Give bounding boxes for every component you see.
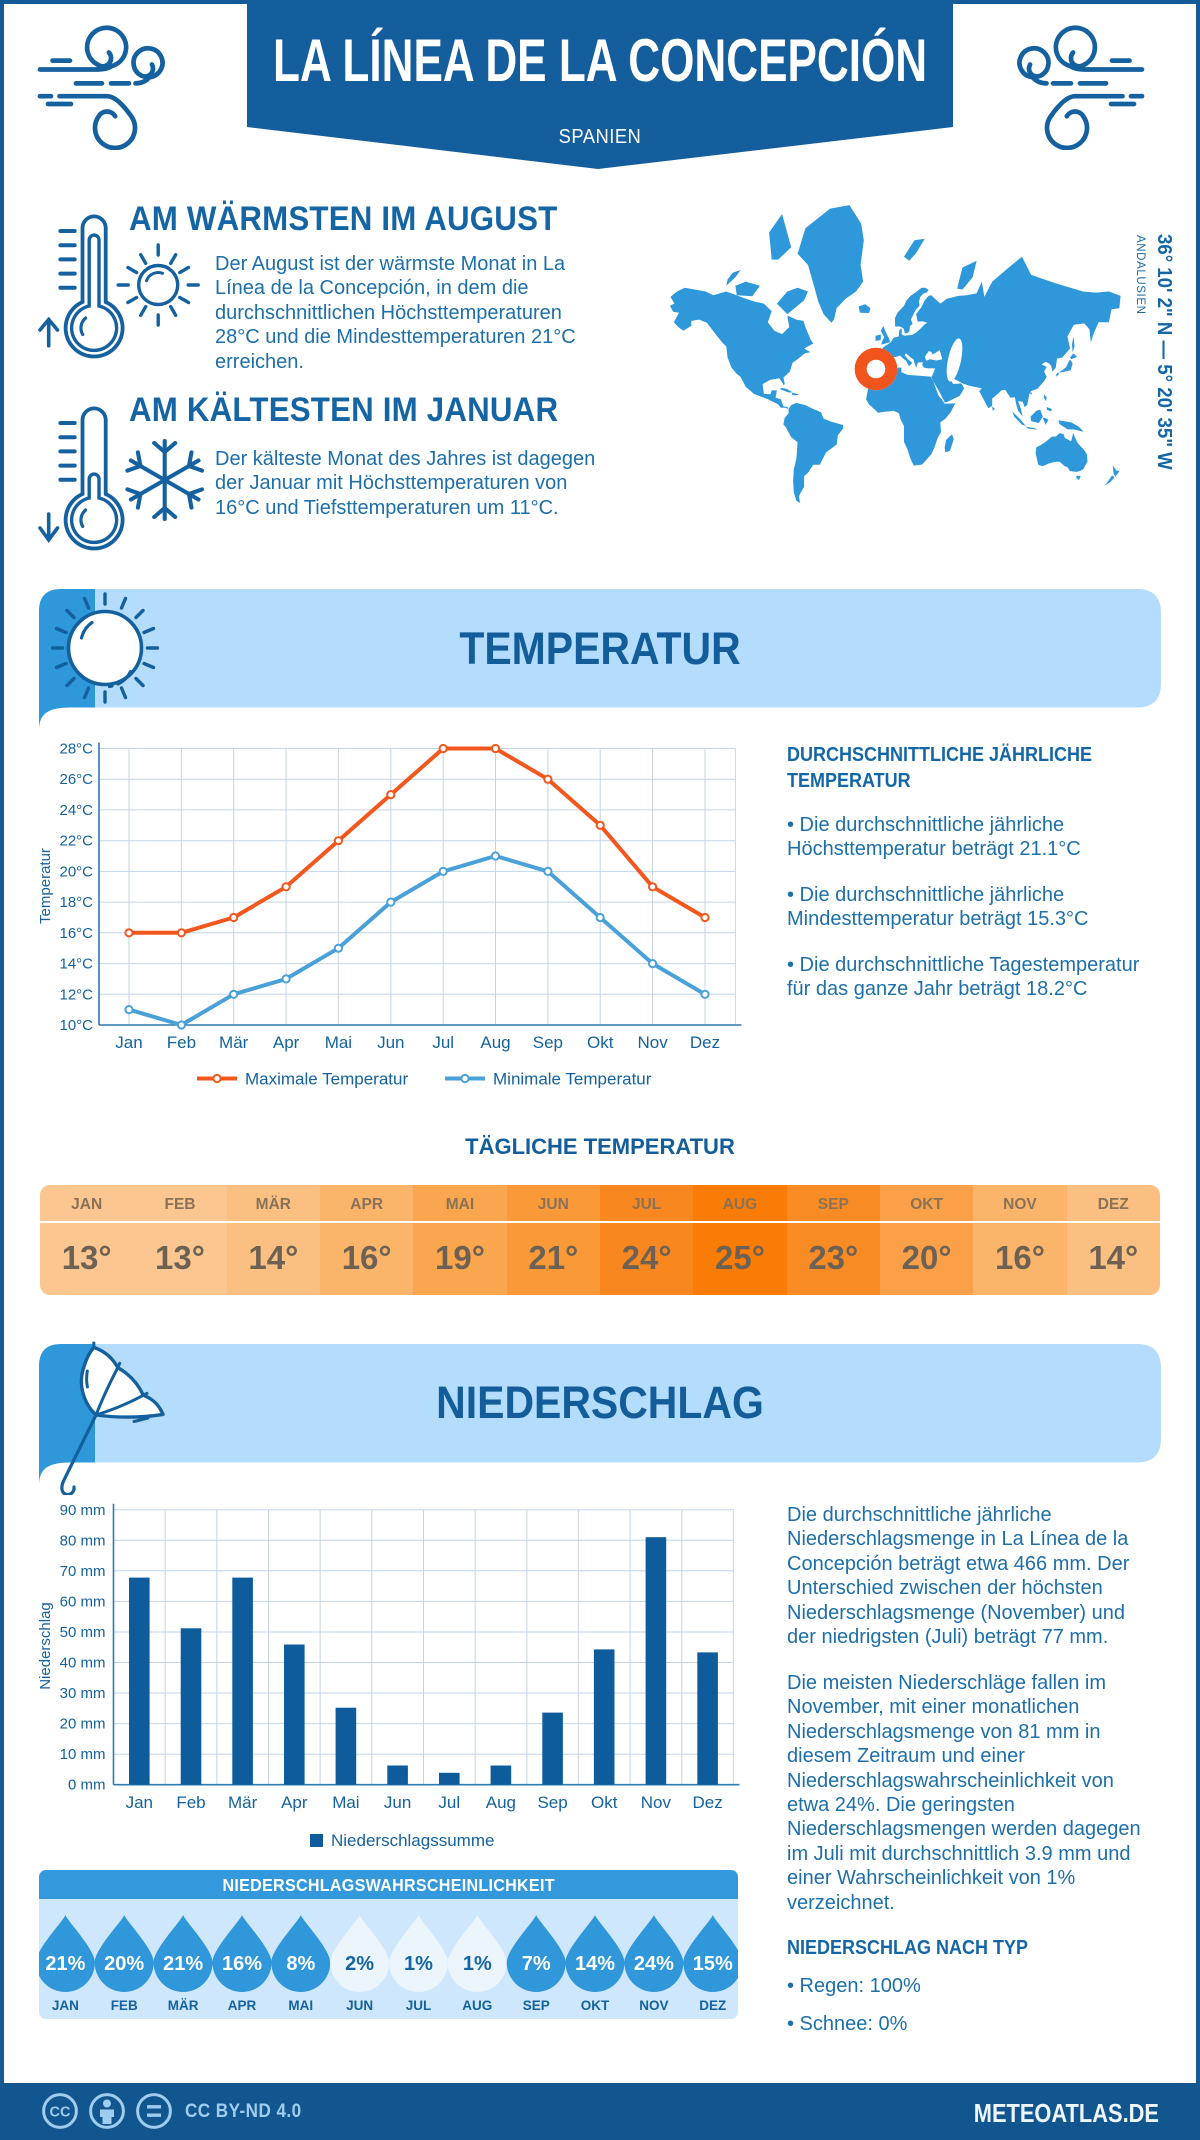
svg-text:16°C: 16°C <box>59 925 93 942</box>
svg-text:Nov: Nov <box>641 1793 672 1812</box>
svg-text:Minimale Temperatur: Minimale Temperatur <box>493 1070 652 1089</box>
svg-text:Jun: Jun <box>377 1033 404 1052</box>
svg-text:SEP: SEP <box>523 1998 550 2013</box>
svg-text:Mär: Mär <box>228 1793 258 1812</box>
svg-text:Jan: Jan <box>115 1033 142 1052</box>
svg-text:AUG: AUG <box>462 1998 492 2013</box>
svg-text:21%: 21% <box>45 1953 85 1975</box>
svg-text:28°C: 28°C <box>59 741 93 758</box>
svg-text:MÄR: MÄR <box>168 1998 199 2013</box>
svg-text:10°C: 10°C <box>59 1017 93 1034</box>
svg-text:FEB: FEB <box>111 1998 138 2013</box>
svg-text:Dez: Dez <box>690 1033 720 1052</box>
svg-text:1%: 1% <box>404 1953 433 1975</box>
svg-text:Feb: Feb <box>176 1793 205 1812</box>
svg-text:20°C: 20°C <box>59 863 93 880</box>
svg-text:Jul: Jul <box>432 1033 454 1052</box>
svg-text:18°C: 18°C <box>59 894 93 911</box>
svg-text:Niederschlag: Niederschlag <box>37 1602 54 1690</box>
svg-text:14°C: 14°C <box>59 956 93 973</box>
svg-text:Okt: Okt <box>587 1033 614 1052</box>
svg-text:8%: 8% <box>286 1953 315 1975</box>
svg-text:Apr: Apr <box>281 1793 308 1812</box>
svg-text:20 mm: 20 mm <box>60 1716 106 1733</box>
svg-text:Sep: Sep <box>533 1033 563 1052</box>
svg-text:Maximale Temperatur: Maximale Temperatur <box>245 1070 408 1089</box>
svg-text:APR: APR <box>228 1998 257 2013</box>
svg-text:70 mm: 70 mm <box>60 1563 106 1580</box>
svg-text:60 mm: 60 mm <box>60 1593 106 1610</box>
svg-text:JAN: JAN <box>52 1998 79 2013</box>
svg-text:1%: 1% <box>463 1953 492 1975</box>
svg-text:22°C: 22°C <box>59 833 93 850</box>
svg-text:Apr: Apr <box>273 1033 300 1052</box>
svg-text:JUN: JUN <box>346 1998 373 2013</box>
svg-text:80 mm: 80 mm <box>60 1532 106 1549</box>
svg-text:14%: 14% <box>575 1953 615 1975</box>
svg-text:CC: CC <box>50 2105 71 2121</box>
svg-text:Nov: Nov <box>637 1033 668 1052</box>
svg-text:Mai: Mai <box>325 1033 352 1052</box>
svg-text:Okt: Okt <box>591 1793 618 1812</box>
svg-text:Feb: Feb <box>167 1033 196 1052</box>
svg-text:Temperatur: Temperatur <box>37 848 54 924</box>
svg-text:50 mm: 50 mm <box>60 1624 106 1641</box>
svg-text:MAI: MAI <box>288 1998 313 2013</box>
svg-text:24%: 24% <box>634 1953 674 1975</box>
svg-text:0 mm: 0 mm <box>68 1777 106 1794</box>
svg-text:26°C: 26°C <box>59 771 93 788</box>
svg-text:15%: 15% <box>693 1953 733 1975</box>
svg-text:JUL: JUL <box>406 1998 432 2013</box>
svg-text:Sep: Sep <box>537 1793 567 1812</box>
svg-text:7%: 7% <box>522 1953 551 1975</box>
svg-text:16%: 16% <box>222 1953 262 1975</box>
svg-text:OKT: OKT <box>581 1998 610 2013</box>
svg-text:Jan: Jan <box>126 1793 153 1812</box>
svg-text:Aug: Aug <box>480 1033 510 1052</box>
svg-text:10 mm: 10 mm <box>60 1746 106 1763</box>
svg-text:Niederschlagssumme: Niederschlagssumme <box>331 1831 494 1850</box>
svg-text:2%: 2% <box>345 1953 374 1975</box>
svg-text:Mai: Mai <box>332 1793 359 1812</box>
svg-text:Dez: Dez <box>692 1793 722 1812</box>
svg-text:21%: 21% <box>163 1953 203 1975</box>
svg-text:Jul: Jul <box>438 1793 460 1812</box>
svg-text:24°C: 24°C <box>59 802 93 819</box>
svg-text:DEZ: DEZ <box>699 1998 726 2013</box>
svg-text:NOV: NOV <box>639 1998 668 2013</box>
svg-text:20%: 20% <box>104 1953 144 1975</box>
svg-text:Mär: Mär <box>219 1033 249 1052</box>
svg-text:30 mm: 30 mm <box>60 1685 106 1702</box>
svg-text:40 mm: 40 mm <box>60 1655 106 1672</box>
svg-text:90 mm: 90 mm <box>60 1502 106 1519</box>
svg-text:Jun: Jun <box>384 1793 411 1812</box>
svg-text:12°C: 12°C <box>59 986 93 1003</box>
svg-text:Aug: Aug <box>486 1793 516 1812</box>
